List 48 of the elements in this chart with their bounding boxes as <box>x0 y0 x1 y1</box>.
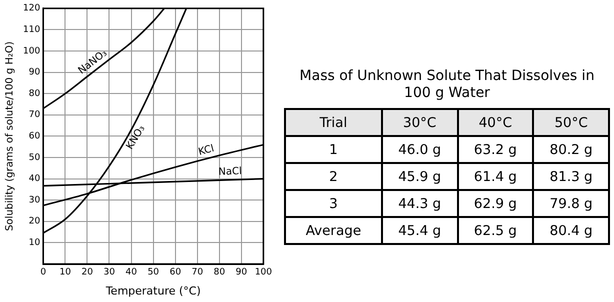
y-axis-title: Solubility (grams of solute/100 g H₂O) <box>4 41 16 232</box>
category-label: Trial <box>285 109 382 136</box>
text: 44.3 g <box>398 196 442 212</box>
y-tick-label: 50 <box>28 152 40 163</box>
text: 61.4 g <box>474 168 517 184</box>
text: 45.9 g <box>398 168 442 184</box>
x-tick-label: 40 <box>126 268 138 278</box>
text: 3 <box>329 196 338 212</box>
y-tick-label: 120 <box>22 4 40 14</box>
text: 1 <box>329 142 338 158</box>
text: 62.5 g <box>474 222 517 238</box>
text: 46.0 g <box>398 142 442 158</box>
text: 79.8 g <box>550 196 593 212</box>
x-tick-label: 0 <box>40 268 46 278</box>
category-label: 50°C <box>533 109 609 136</box>
y-tick-label: 40 <box>28 174 40 184</box>
y-tick-label: 20 <box>28 216 40 227</box>
x-tick-label: 60 <box>170 268 182 278</box>
text: KCl <box>197 143 216 158</box>
category-label: 40°C <box>458 109 534 136</box>
x-tick-label: 50 <box>148 268 160 278</box>
text: 80.2 g <box>550 142 593 158</box>
x-tick-label: 10 <box>59 268 72 278</box>
text: Average <box>306 222 362 238</box>
y-tick-label: 100 <box>22 46 40 56</box>
x-tick-label: 80 <box>214 268 226 278</box>
y-tick-label: 110 <box>22 25 40 36</box>
text: Mass of Unknown Solute That Dissolves in 100 g Water <box>298 68 596 102</box>
text: 63.2 g <box>474 142 517 158</box>
x-tick-label: 90 <box>236 268 248 278</box>
x-tick-label: 30 <box>104 268 116 278</box>
text: 62.9 g <box>474 196 517 212</box>
y-tick-label: 30 <box>28 195 40 206</box>
y-tick-label: 80 <box>28 88 40 99</box>
y-tick-label: 10 <box>28 238 40 248</box>
series-label: NaCl <box>218 166 242 178</box>
x-tick-label: 100 <box>254 268 272 278</box>
text: 81.3 g <box>550 168 593 184</box>
x-tick-label: 20 <box>82 268 94 278</box>
y-tick-label: 70 <box>28 110 40 120</box>
y-tick-label: 90 <box>28 68 40 78</box>
x-axis-title: Temperature (°C) <box>104 284 201 298</box>
x-tick-label: 70 <box>192 268 204 278</box>
text: 2 <box>329 168 338 184</box>
y-tick-label: 60 <box>28 132 40 142</box>
text: 45.4 g <box>398 222 442 238</box>
category-label: 30°C <box>382 109 458 136</box>
text: 80.4 g <box>550 222 593 238</box>
